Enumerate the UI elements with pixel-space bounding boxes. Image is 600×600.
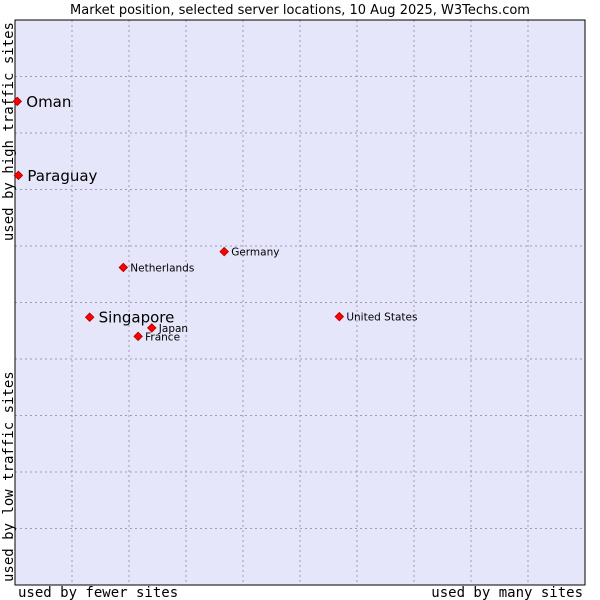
point-france: France: [133, 331, 180, 343]
grid-lines: [15, 20, 585, 585]
point-oman: Oman: [12, 93, 71, 111]
point-united-states: United States: [334, 311, 417, 324]
chart-title: Market position, selected server locatio…: [70, 3, 530, 18]
point-japan: Japan: [147, 323, 188, 335]
point-label: Germany: [231, 247, 279, 259]
point-label: United States: [346, 312, 417, 324]
point-label: Netherlands: [130, 262, 194, 274]
point-label: France: [145, 331, 180, 343]
data-points: Oman Paraguay Germany Netherlands Singapore U…: [12, 93, 417, 343]
point-marker: [219, 246, 229, 257]
plot-border: [14, 19, 586, 586]
point-marker: [133, 331, 143, 342]
point-marker: [12, 96, 23, 107]
point-label: Oman: [26, 93, 71, 111]
point-paraguay: Paraguay: [13, 167, 98, 185]
y-axis-label-top: used by high traffic sites: [1, 22, 17, 241]
point-germany: Germany: [219, 246, 279, 259]
point-marker: [84, 312, 95, 322]
point-netherlands: Netherlands: [118, 262, 194, 274]
point-marker: [334, 311, 345, 322]
point-label: Japan: [158, 323, 188, 335]
x-axis-label-right: used by many sites: [431, 585, 583, 600]
point-label: Paraguay: [27, 167, 97, 185]
point-marker: [118, 262, 129, 273]
point-label: Singapore: [99, 309, 175, 327]
point-marker: [147, 323, 157, 333]
y-axis-label-bottom: used by low traffic sites: [1, 371, 17, 582]
point-singapore: Singapore: [84, 309, 175, 327]
point-marker: [13, 170, 24, 181]
x-axis-label-left: used by fewer sites: [18, 585, 178, 600]
